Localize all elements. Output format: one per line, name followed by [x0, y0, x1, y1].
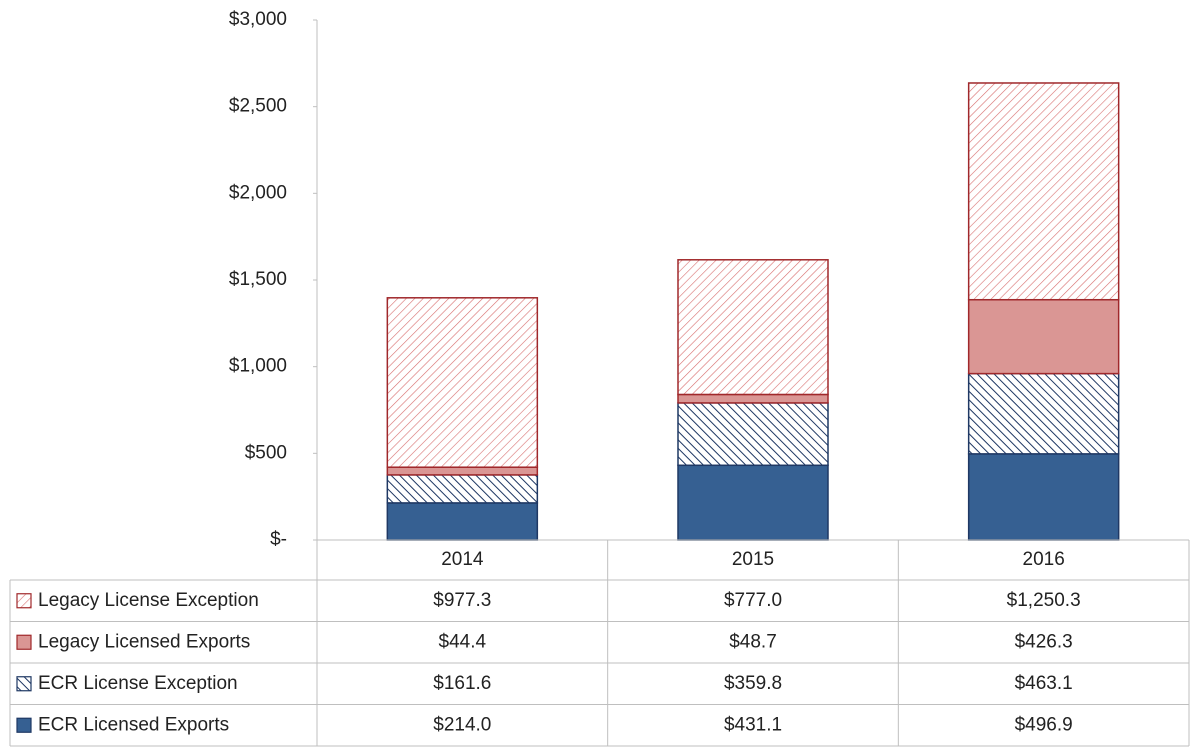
- bar-segment: [967, 453, 1120, 541]
- bar-segment: [677, 464, 829, 541]
- y-tick-label: $2,500: [229, 96, 287, 117]
- bar-segment: [967, 372, 1120, 455]
- x-tick-label: 2016: [1023, 549, 1065, 570]
- y-tick-label: $1,000: [229, 356, 287, 377]
- x-tick-label: 2014: [441, 549, 484, 570]
- legend-key: [16, 717, 32, 733]
- y-tick-label: $2,000: [229, 182, 287, 203]
- table-value: $1,250.3: [1007, 590, 1081, 611]
- table-value: $214.0: [433, 714, 491, 735]
- table-value: $48.7: [729, 631, 777, 652]
- y-tick-label: $-: [270, 529, 287, 550]
- table-value: $977.3: [433, 590, 491, 611]
- table-value: $426.3: [1015, 631, 1073, 652]
- y-tick-label: $3,000: [229, 9, 287, 30]
- table-value: $161.6: [433, 673, 491, 694]
- table-value: $496.9: [1015, 714, 1073, 735]
- bar-segment: [967, 82, 1120, 301]
- legend-label: Legacy License Exception: [38, 590, 259, 611]
- legend-key: [16, 634, 32, 650]
- bar-segment: [386, 502, 539, 541]
- bar-segment: [677, 393, 829, 404]
- bar-segment: [677, 402, 829, 467]
- y-tick-label: $500: [245, 442, 287, 463]
- table-value: $431.1: [724, 714, 782, 735]
- legend-label: ECR Licensed Exports: [38, 714, 229, 735]
- bar-segment: [967, 298, 1120, 375]
- table-value: $777.0: [724, 590, 782, 611]
- legend-key: [16, 593, 32, 609]
- legend-label: ECR License Exception: [38, 673, 238, 694]
- bar-segment: [386, 297, 539, 468]
- bar-segment: [677, 259, 829, 396]
- table-value: $463.1: [1015, 673, 1073, 694]
- bar-segment: [386, 466, 539, 476]
- table-value: $44.4: [439, 631, 487, 652]
- legend-key: [16, 676, 32, 692]
- y-tick-label: $1,500: [229, 269, 287, 290]
- legend-label: Legacy Licensed Exports: [38, 631, 250, 652]
- x-tick-label: 2015: [732, 549, 774, 570]
- table-value: $359.8: [724, 673, 782, 694]
- bar-segment: [386, 474, 539, 504]
